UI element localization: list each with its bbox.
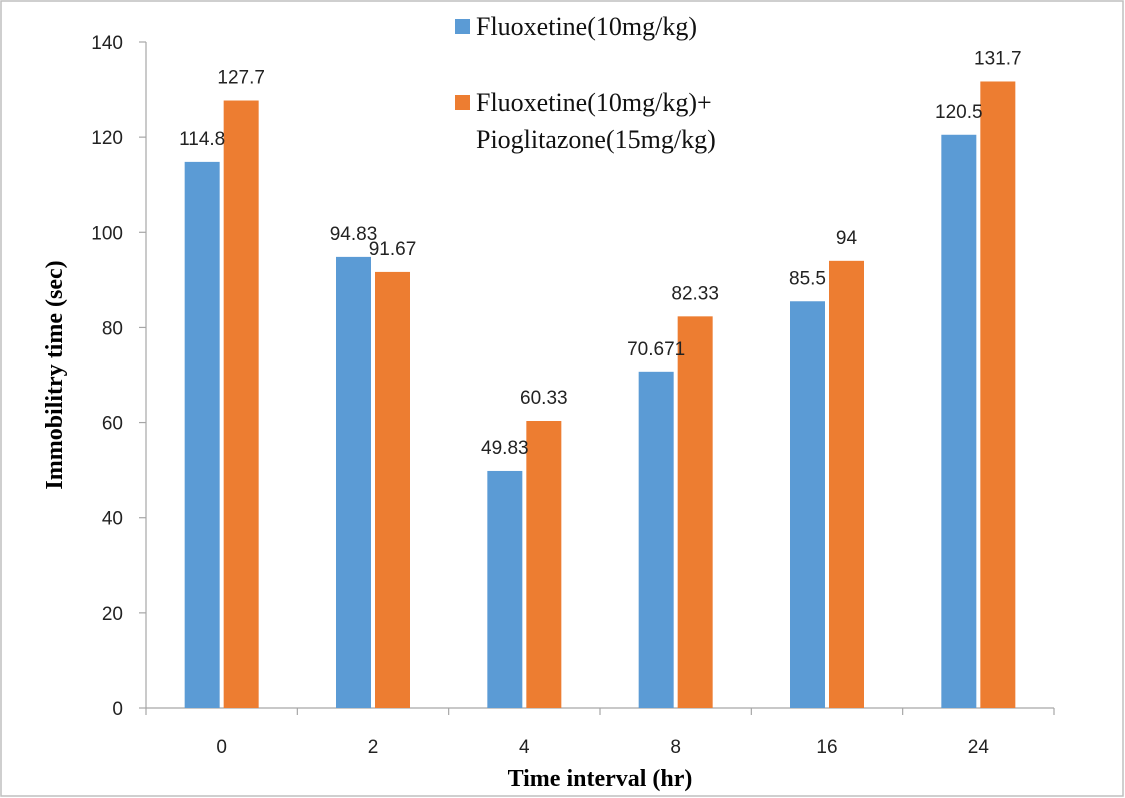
- bar-series-2: [678, 316, 713, 708]
- x-tick-label: 4: [519, 737, 530, 758]
- legend-entry: Fluoxetine(10mg/kg): [476, 12, 697, 41]
- data-label: 49.83: [481, 438, 529, 459]
- x-tick-label: 2: [368, 737, 379, 758]
- bar-series-2: [829, 261, 864, 708]
- data-label: 82.33: [671, 283, 719, 304]
- y-tick-label: 80: [102, 318, 123, 339]
- bar-series-1: [790, 301, 825, 708]
- data-label: 127.7: [217, 68, 265, 89]
- bar-series-2: [980, 81, 1015, 708]
- y-tick-label: 0: [112, 699, 123, 720]
- y-tick-label: 100: [91, 223, 123, 244]
- y-tick-label: 60: [102, 414, 123, 435]
- bar-series-1: [336, 257, 371, 708]
- data-label: 120.5: [935, 102, 983, 123]
- data-label: 131.7: [974, 48, 1022, 69]
- data-label: 94: [836, 228, 858, 249]
- y-tick-label: 20: [102, 604, 123, 625]
- y-tick-label: 140: [91, 33, 123, 54]
- legend-entry: Pioglitazone(15mg/kg): [476, 125, 716, 154]
- y-tick-label: 40: [102, 509, 123, 530]
- legend-swatch: [455, 19, 470, 34]
- x-tick-label: 0: [216, 737, 227, 758]
- bar-series-1: [639, 372, 674, 708]
- bar-series-1: [185, 162, 220, 708]
- data-label: 60.33: [520, 388, 568, 409]
- bar-series-2: [224, 101, 259, 708]
- bar-series-2: [375, 272, 410, 708]
- data-label: 114.8: [179, 129, 225, 150]
- bar-series-1: [941, 135, 976, 708]
- bar-series-1: [487, 471, 522, 708]
- x-tick-label: 24: [968, 737, 990, 758]
- x-tick-label: 16: [816, 737, 837, 758]
- x-tick-label: 8: [670, 737, 681, 758]
- data-label: 70.671: [627, 339, 685, 360]
- legend-entry: Fluoxetine(10mg/kg)+: [476, 88, 712, 117]
- y-tick-label: 120: [91, 128, 123, 149]
- bar-series-2: [526, 421, 561, 708]
- data-label: 91.67: [369, 239, 417, 260]
- data-label: 85.5: [789, 268, 826, 289]
- legend-swatch: [455, 95, 470, 110]
- x-axis-title: Time interval (hr): [508, 766, 693, 792]
- y-axis-title: Immobilitry time (sec): [42, 260, 68, 489]
